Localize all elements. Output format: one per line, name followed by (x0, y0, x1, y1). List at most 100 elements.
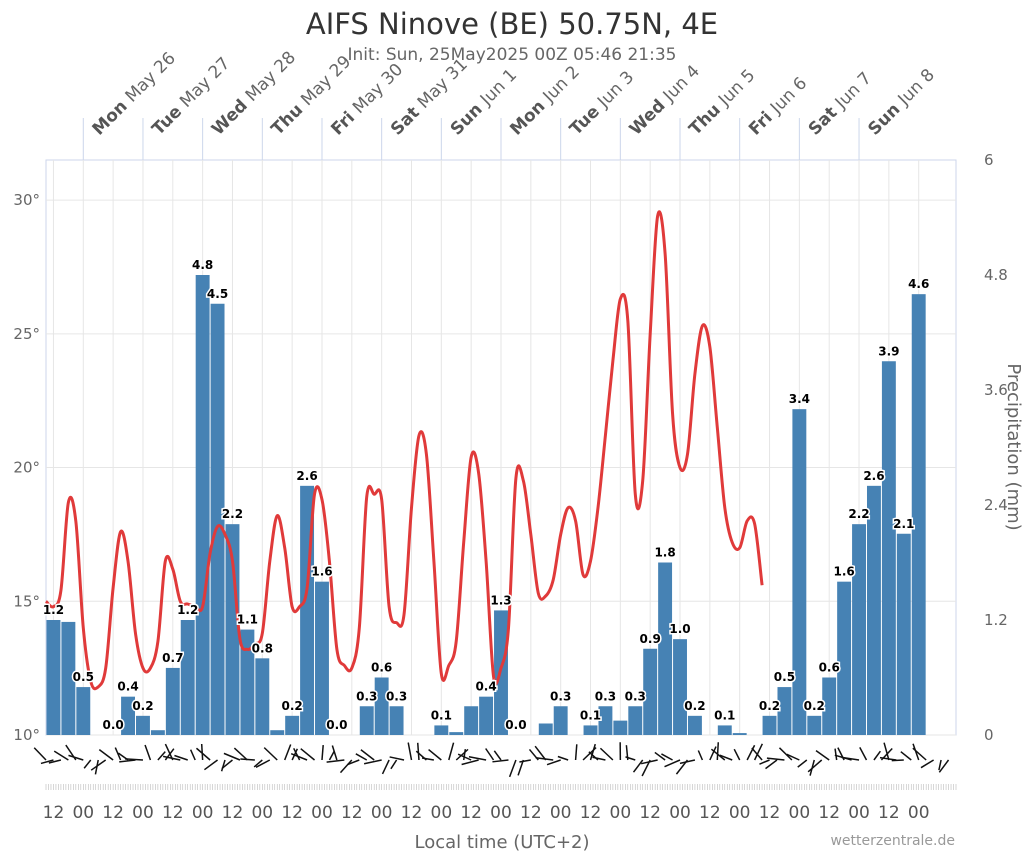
wind-arrow (679, 759, 696, 765)
wind-arrow (455, 748, 469, 761)
precip-bar (553, 706, 568, 735)
x-tick-label: 12 (460, 803, 482, 823)
wind-arrow (300, 748, 316, 761)
precip-data-label: 0.6 (371, 661, 392, 675)
wind-arrow (255, 759, 271, 768)
precip-bar (673, 639, 687, 735)
y-left-tick-label: 10° (13, 726, 40, 744)
precip-bar (911, 294, 926, 735)
y-left-tick-label: 30° (13, 191, 40, 209)
wind-arrow (879, 756, 897, 761)
precip-bar (449, 732, 464, 735)
precip-bar (270, 730, 285, 735)
x-tick-label: 00 (431, 803, 453, 823)
wind-arrow (873, 750, 881, 761)
wind-arrow (534, 745, 547, 761)
precip-data-label: 2.6 (863, 469, 884, 483)
wind-arrow (733, 748, 741, 761)
x-tick-label: 12 (818, 803, 840, 823)
wind-arrow (240, 758, 255, 761)
precip-bar (165, 667, 180, 735)
wind-arrow (321, 744, 324, 761)
precip-data-label: 0.9 (640, 632, 661, 646)
precip-bar (896, 533, 911, 735)
wind-arrow (557, 755, 569, 761)
precip-bar (195, 275, 210, 735)
wind-arrow (203, 759, 219, 771)
wind-arrow (33, 747, 47, 761)
precip-bar (628, 706, 643, 735)
wind-arrow (157, 751, 166, 761)
y-right-tick-label: 2.4 (984, 496, 1008, 514)
wind-arrow (221, 759, 233, 770)
precip-data-label: 0.2 (759, 699, 780, 713)
x-tick-label: 12 (639, 803, 661, 823)
wind-arrow (457, 753, 472, 761)
precip-bar (687, 715, 702, 735)
x-tick-label: 12 (102, 803, 124, 823)
wind-arrow (891, 759, 904, 762)
wind-arrow (746, 744, 756, 761)
wind-arrow (328, 750, 335, 761)
precip-data-label: 0.6 (819, 661, 840, 675)
wind-arrow (114, 747, 122, 761)
precip-bar (598, 706, 613, 735)
wind-arrow (625, 756, 636, 761)
precip-data-label: 3.9 (878, 344, 899, 358)
wind-arrow (189, 749, 196, 761)
y-right-tick-label: 4.8 (984, 266, 1008, 284)
precip-bar (777, 687, 792, 735)
wind-arrow (461, 759, 479, 766)
wind-arrow (68, 754, 84, 761)
wind-arrow (834, 748, 838, 761)
y-axis-right-label: Precipitation (mm) (1003, 363, 1024, 530)
precip-bar (46, 620, 61, 735)
wind-arrow (753, 743, 764, 761)
x-tick-label: 00 (311, 803, 333, 823)
precip-data-label: 4.6 (908, 277, 929, 291)
wind-arrow (283, 744, 292, 761)
y-right-tick-label: 3.6 (984, 381, 1008, 399)
precip-bar (792, 409, 807, 735)
x-tick-label: 00 (550, 803, 572, 823)
precip-data-label: 0.3 (386, 689, 407, 703)
wind-arrow (339, 759, 353, 774)
precip-data-label: 3.4 (789, 392, 810, 406)
wind-arrow (98, 749, 114, 761)
x-tick-label: 00 (669, 803, 691, 823)
wind-arrow (797, 759, 808, 768)
wind-arrow (363, 759, 382, 765)
x-tick-label: 00 (72, 803, 94, 823)
wind-arrow (751, 747, 763, 761)
wind-arrow (144, 744, 152, 761)
wind-arrow (90, 759, 107, 771)
precip-bar (434, 725, 449, 735)
wind-arrow (841, 756, 860, 761)
wind-arrow (94, 759, 99, 775)
precip-data-label: 1.8 (654, 546, 675, 560)
precip-data-label: 4.8 (192, 258, 213, 272)
x-axis-label: Local time (UTC+2) (414, 832, 589, 853)
x-tick-label: 12 (520, 803, 542, 823)
precip-data-label: 2.2 (848, 507, 869, 521)
x-tick-label: 00 (371, 803, 393, 823)
wind-arrow (815, 750, 830, 761)
precip-bar (225, 524, 240, 735)
precip-bar (762, 715, 777, 735)
precip-bar (538, 723, 553, 735)
precip-bar (658, 562, 673, 735)
wind-arrow (462, 748, 467, 761)
chart-subtitle: Init: Sun, 25May2025 00Z 05:46 21:35 (348, 45, 677, 65)
precip-data-label: 0.1 (714, 708, 735, 722)
precip-bar (210, 303, 225, 735)
precip-data-label: 0.0 (326, 718, 347, 732)
x-tick-label: 12 (281, 803, 303, 823)
wind-arrow (938, 759, 942, 771)
wind-arrow (53, 750, 69, 761)
wind-arrow (347, 759, 360, 766)
wind-arrow (493, 750, 502, 761)
precip-data-label: 1.6 (833, 565, 854, 579)
wind-arrow (389, 756, 405, 761)
x-tick-label: 12 (878, 803, 900, 823)
